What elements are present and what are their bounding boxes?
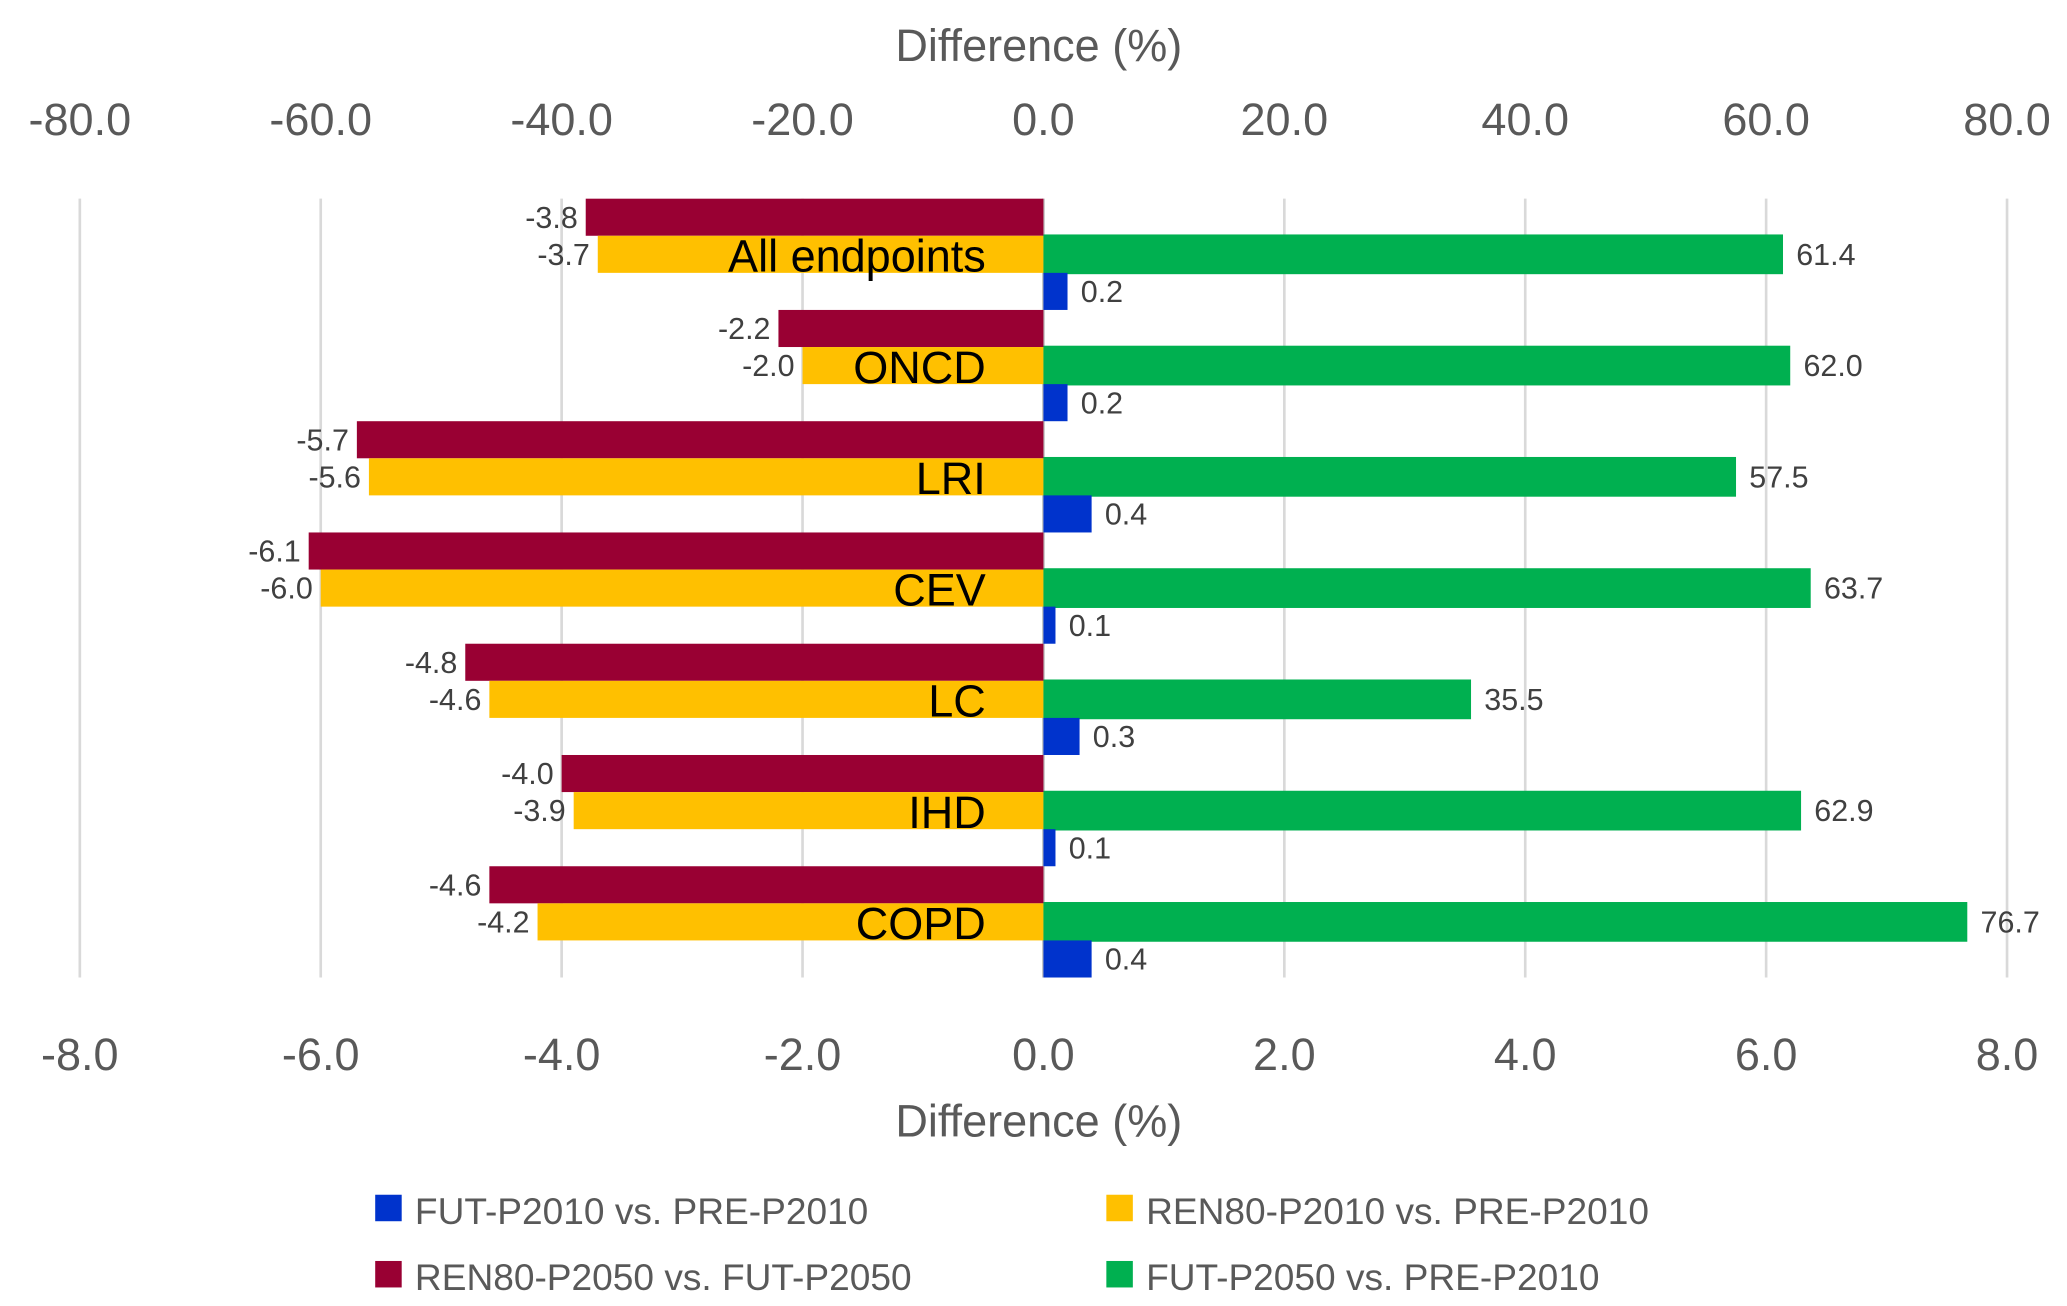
top-tick-label: 20.0 xyxy=(1241,94,1329,145)
bar xyxy=(1043,234,1784,275)
data-label: 0.1 xyxy=(1069,609,1111,643)
data-label: 35.5 xyxy=(1484,683,1543,717)
bottom-tick-label: -2.0 xyxy=(764,1029,842,1080)
bars xyxy=(308,198,1968,978)
legend-swatch xyxy=(375,1260,402,1288)
top-tick-label: 80.0 xyxy=(1963,94,2051,145)
category-label: IHD xyxy=(908,787,986,838)
data-label: -5.7 xyxy=(296,423,348,457)
top-tick-label: 0.0 xyxy=(1012,94,1075,145)
data-label: -3.7 xyxy=(537,238,589,272)
bar xyxy=(489,680,1044,718)
bar xyxy=(1043,272,1068,310)
data-label: -2.0 xyxy=(742,349,794,383)
axes: Difference (%) Difference (%) -8.0 -6.0 -4… xyxy=(29,20,2051,1147)
data-label: -6.0 xyxy=(260,572,312,606)
bar xyxy=(1043,940,1092,978)
data-labels: -3.8-3.7 61.4 0.2 -2.2-2.0 62.0 0.2 -5.7-5.6 57… xyxy=(248,201,2040,977)
bar xyxy=(802,347,1044,385)
category-label: COPD xyxy=(856,898,986,949)
bar xyxy=(561,754,1044,793)
data-label: 0.4 xyxy=(1105,943,1147,977)
bar xyxy=(1043,790,1802,831)
data-label: -3.9 xyxy=(513,794,565,828)
category-label: ONCD xyxy=(853,342,986,393)
data-label: 0.2 xyxy=(1081,386,1123,420)
bar xyxy=(585,198,1044,236)
bottom-tick-label: -4.0 xyxy=(523,1029,601,1080)
legend-label: FUT-P2050 vs. PRE-P2010 xyxy=(1146,1256,1599,1298)
data-label: -4.6 xyxy=(429,683,481,717)
data-label: -2.2 xyxy=(718,312,770,346)
legend-label: FUT-P2010 vs. PRE-P2010 xyxy=(415,1190,868,1232)
category-label: CEV xyxy=(893,564,986,615)
bar xyxy=(1043,384,1068,422)
bottom-tick-label: -6.0 xyxy=(282,1029,360,1080)
bar xyxy=(778,309,1044,348)
data-label: 61.4 xyxy=(1796,238,1855,272)
category-labels: All endpoints ONCD LRI CEV LC IHD COPD xyxy=(728,231,986,950)
bar xyxy=(356,421,1044,459)
data-label: -4.8 xyxy=(405,646,457,680)
data-label: 62.9 xyxy=(1814,794,1873,828)
bar xyxy=(489,866,1044,904)
bar xyxy=(1043,495,1092,533)
data-label: -4.2 xyxy=(477,905,529,939)
category-label: LC xyxy=(928,676,986,727)
bar xyxy=(573,792,1044,830)
legend-swatch xyxy=(1106,1260,1133,1288)
top-tick-label: -60.0 xyxy=(269,94,372,145)
bar xyxy=(1043,717,1080,755)
bar xyxy=(1043,829,1056,867)
bar xyxy=(1043,456,1737,497)
legend-swatch xyxy=(375,1194,402,1222)
bar xyxy=(597,235,1044,273)
bottom-tick-label: 2.0 xyxy=(1253,1029,1316,1080)
data-label: -3.8 xyxy=(525,201,577,235)
bar xyxy=(537,903,1044,941)
data-label: 0.4 xyxy=(1105,498,1147,532)
bottom-tick-label: 6.0 xyxy=(1735,1029,1798,1080)
bottom-tick-label: 8.0 xyxy=(1976,1029,2039,1080)
legend-swatch xyxy=(1106,1194,1133,1222)
data-label: -4.0 xyxy=(501,757,553,791)
data-label: -4.6 xyxy=(429,868,481,902)
data-label: 0.2 xyxy=(1081,275,1123,309)
bar xyxy=(1043,568,1811,608)
bar xyxy=(1043,902,1968,942)
legend-label: REN80-P2010 vs. PRE-P2010 xyxy=(1146,1190,1649,1232)
bar xyxy=(1043,606,1056,644)
bar xyxy=(320,569,1044,607)
data-label: 63.7 xyxy=(1824,572,1883,606)
category-label: All endpoints xyxy=(728,231,986,282)
data-label: 0.3 xyxy=(1093,720,1135,754)
legend: FUT-P2010 vs. PRE-P2010 REN80-P2010 vs. P… xyxy=(375,1190,1649,1298)
data-label: -6.1 xyxy=(248,535,300,569)
data-label: -5.6 xyxy=(308,460,360,494)
legend-label: REN80-P2050 vs. FUT-P2050 xyxy=(415,1256,912,1298)
top-tick-label: -40.0 xyxy=(510,94,613,145)
bottom-tick-label: -8.0 xyxy=(41,1029,119,1080)
bottom-axis-title: Difference (%) xyxy=(895,1095,1182,1146)
bar xyxy=(465,643,1044,681)
data-label: 0.1 xyxy=(1069,831,1111,865)
top-tick-label: -80.0 xyxy=(29,94,132,145)
bottom-tick-label: 4.0 xyxy=(1494,1029,1557,1080)
bottom-tick-label: 0.0 xyxy=(1012,1029,1075,1080)
data-label: 76.7 xyxy=(1981,905,2040,939)
bar xyxy=(1043,345,1791,386)
bar xyxy=(368,458,1044,496)
bar xyxy=(1043,679,1472,720)
bar xyxy=(308,532,1044,570)
top-axis-title: Difference (%) xyxy=(895,20,1182,71)
top-tick-label: -20.0 xyxy=(751,94,854,145)
top-tick-label: 40.0 xyxy=(1481,94,1569,145)
category-label: LRI xyxy=(916,453,986,504)
data-label: 62.0 xyxy=(1803,349,1862,383)
data-label: 57.5 xyxy=(1749,460,1808,494)
top-tick-label: 60.0 xyxy=(1722,94,1810,145)
